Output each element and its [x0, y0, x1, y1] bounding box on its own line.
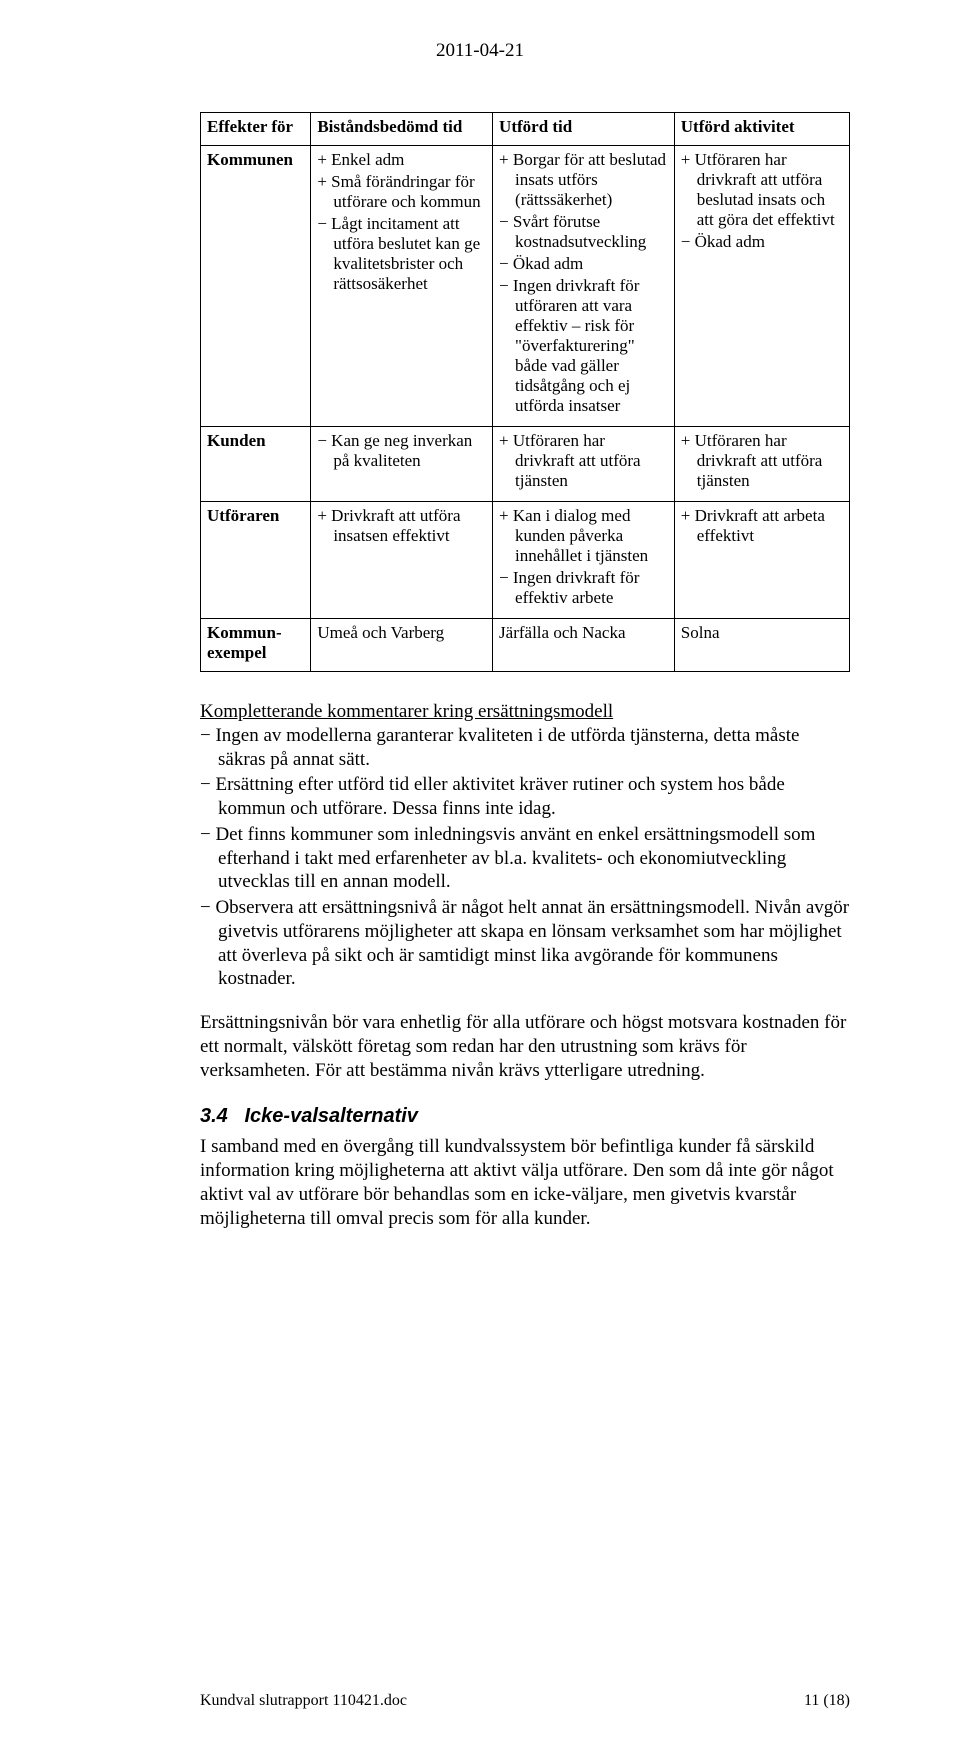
- table-row-kommunen: Kommunen + Enkel adm + Små förändringar …: [201, 146, 850, 427]
- cell: + Utföraren har drivkraft att utföra tjä…: [674, 427, 849, 502]
- list-item: + Enkel adm: [317, 150, 486, 170]
- row-label: Utföraren: [201, 502, 311, 619]
- list-item: + Utföraren har drivkraft att utföra tjä…: [681, 431, 843, 491]
- cell: + Kan i dialog med kunden påverka innehå…: [493, 502, 675, 619]
- section-title: Icke-valsalternativ: [244, 1105, 417, 1127]
- paragraph-ersattningsniva: Ersättningsnivån bör vara enhetlig för a…: [200, 1011, 850, 1082]
- th-utford-aktivitet: Utförd aktivitet: [674, 113, 849, 146]
- list-item: + Små förändringar för utförare och komm…: [317, 172, 486, 212]
- list-item: − Ingen drivkraft för utföraren att vara…: [499, 276, 668, 416]
- list-item: + Borgar för att beslutad insats utförs …: [499, 150, 668, 210]
- footer-page-number: 11 (18): [804, 1692, 850, 1710]
- cell: + Drivkraft att utföra insatsen effektiv…: [311, 502, 493, 619]
- list-item: − Ingen drivkraft för effektiv arbete: [499, 568, 668, 608]
- list-item: − Det finns kommuner som inledningsvis a…: [200, 823, 850, 894]
- table-header-row: Effekter för Biståndsbedömd tid Utförd t…: [201, 113, 850, 146]
- list-item: + Kan i dialog med kunden påverka innehå…: [499, 506, 668, 566]
- cell: Järfälla och Nacka: [493, 619, 675, 672]
- row-label: Kommun-exempel: [201, 619, 311, 672]
- table-row-kunden: Kunden − Kan ge neg inverkan på kvalitet…: [201, 427, 850, 502]
- list-item: + Utföraren har drivkraft att utföra tjä…: [499, 431, 668, 491]
- list-item: − Ökad adm: [681, 232, 843, 252]
- page-footer: Kundval slutrapport 110421.doc 11 (18): [200, 1692, 850, 1710]
- cell: Umeå och Varberg: [311, 619, 493, 672]
- list-item: + Drivkraft att arbeta effektivt: [681, 506, 843, 546]
- cell: Solna: [674, 619, 849, 672]
- paragraph-icke-val: I samband med en övergång till kundvalss…: [200, 1135, 850, 1230]
- cell: + Drivkraft att arbeta effektivt: [674, 502, 849, 619]
- th-utford-tid: Utförd tid: [493, 113, 675, 146]
- cell: + Utföraren har drivkraft att utföra bes…: [674, 146, 849, 427]
- row-label: Kunden: [201, 427, 311, 502]
- list-item: − Ersättning efter utförd tid eller akti…: [200, 773, 850, 821]
- list-item: + Utföraren har drivkraft att utföra bes…: [681, 150, 843, 230]
- table-row-utforaren: Utföraren + Drivkraft att utföra insatse…: [201, 502, 850, 619]
- cell: + Borgar för att beslutad insats utförs …: [493, 146, 675, 427]
- list-item: + Drivkraft att utföra insatsen effektiv…: [317, 506, 486, 546]
- cell: + Enkel adm + Små förändringar för utför…: [311, 146, 493, 427]
- footer-filename: Kundval slutrapport 110421.doc: [200, 1692, 407, 1710]
- list-item: − Lågt incitament att utföra beslutet ka…: [317, 214, 486, 294]
- comments-heading: Kompletterande kommentarer kring ersättn…: [200, 700, 850, 724]
- cell: − Kan ge neg inverkan på kvaliteten: [311, 427, 493, 502]
- document-page: 2011-04-21 Effekter för Biståndsbedömd t…: [0, 0, 960, 1742]
- comments-list: − Ingen av modellerna garanterar kvalite…: [200, 724, 850, 991]
- list-item: − Svårt förutse kostnadsutveckling: [499, 212, 668, 252]
- list-item: − Ingen av modellerna garanterar kvalite…: [200, 724, 850, 772]
- list-item: − Kan ge neg inverkan på kvaliteten: [317, 431, 486, 471]
- effects-table: Effekter för Biståndsbedömd tid Utförd t…: [200, 112, 850, 672]
- th-effects-for: Effekter för: [201, 113, 311, 146]
- table-row-kommunexempel: Kommun-exempel Umeå och Varberg Järfälla…: [201, 619, 850, 672]
- list-item: − Observera att ersättningsnivå är något…: [200, 896, 850, 991]
- list-item: − Ökad adm: [499, 254, 668, 274]
- th-bedomd-tid: Biståndsbedömd tid: [311, 113, 493, 146]
- row-label: Kommunen: [201, 146, 311, 427]
- body-text: Kompletterande kommentarer kring ersättn…: [200, 700, 850, 1230]
- section-number: 3.4: [200, 1105, 228, 1127]
- cell: + Utföraren har drivkraft att utföra tjä…: [493, 427, 675, 502]
- document-date: 2011-04-21: [110, 40, 850, 62]
- section-heading: 3.4 Icke-valsalternativ: [200, 1104, 850, 1129]
